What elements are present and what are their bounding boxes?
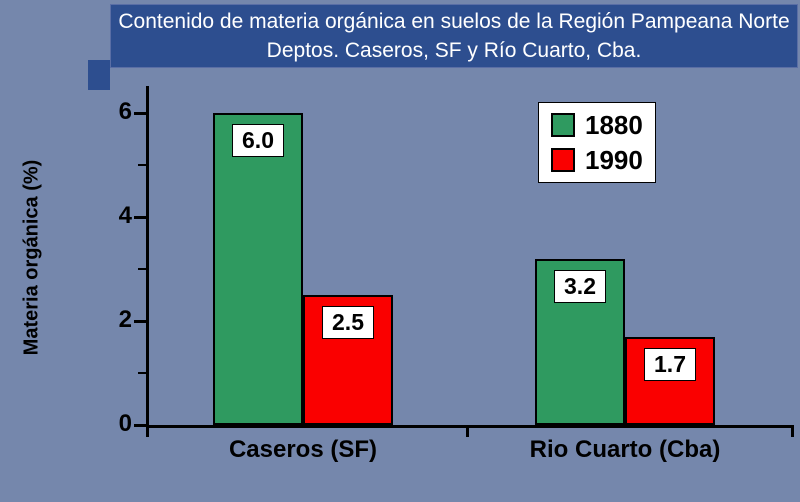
y-axis-tick [134,424,146,427]
y-axis-tick-label: 4 [118,202,132,229]
x-category-label: Caseros (SF) [228,436,378,463]
y-axis-tick [134,216,146,219]
legend-label-1880: 1880 [585,110,643,140]
y-axis-minor-tick [138,268,146,270]
legend-swatch-1990 [551,148,575,172]
x-axis-tick [791,427,794,437]
chart-title-line1: Contenido de materia orgánica en suelos … [118,9,790,33]
x-axis-line [146,425,794,428]
legend: 1880 1990 [538,102,656,183]
legend-label-1990: 1990 [585,145,643,175]
legend-item-1990: 1990 [551,147,643,173]
y-axis-tick-label: 2 [118,306,132,333]
y-axis-line [146,86,149,428]
y-axis-tick [134,112,146,115]
title-accent-square [88,60,110,90]
x-axis-tick [466,427,469,437]
y-axis-tick-label: 6 [118,98,132,125]
chart-title-line2: Deptos. Caseros, SF y Río Cuarto, Cba. [266,39,642,62]
y-axis-tick-label: 0 [118,410,132,437]
y-axis-minor-tick [138,372,146,374]
y-axis-tick [134,320,146,323]
x-category-label: Rio Cuarto (Cba) [529,436,721,463]
bar-value-label: 1.7 [644,348,696,381]
bar-1880-1 [213,113,303,425]
y-axis-minor-tick [138,164,146,166]
bar-value-label: 3.2 [554,270,606,303]
legend-swatch-1880 [551,113,575,137]
y-axis-label: Materia orgánica (%) [20,159,43,356]
legend-item-1880: 1880 [551,112,643,138]
x-axis-tick [146,427,149,437]
bar-value-label: 6.0 [232,124,284,157]
chart-title-banner: Contenido de materia orgánica en suelos … [110,4,798,68]
bar-value-label: 2.5 [322,306,374,339]
